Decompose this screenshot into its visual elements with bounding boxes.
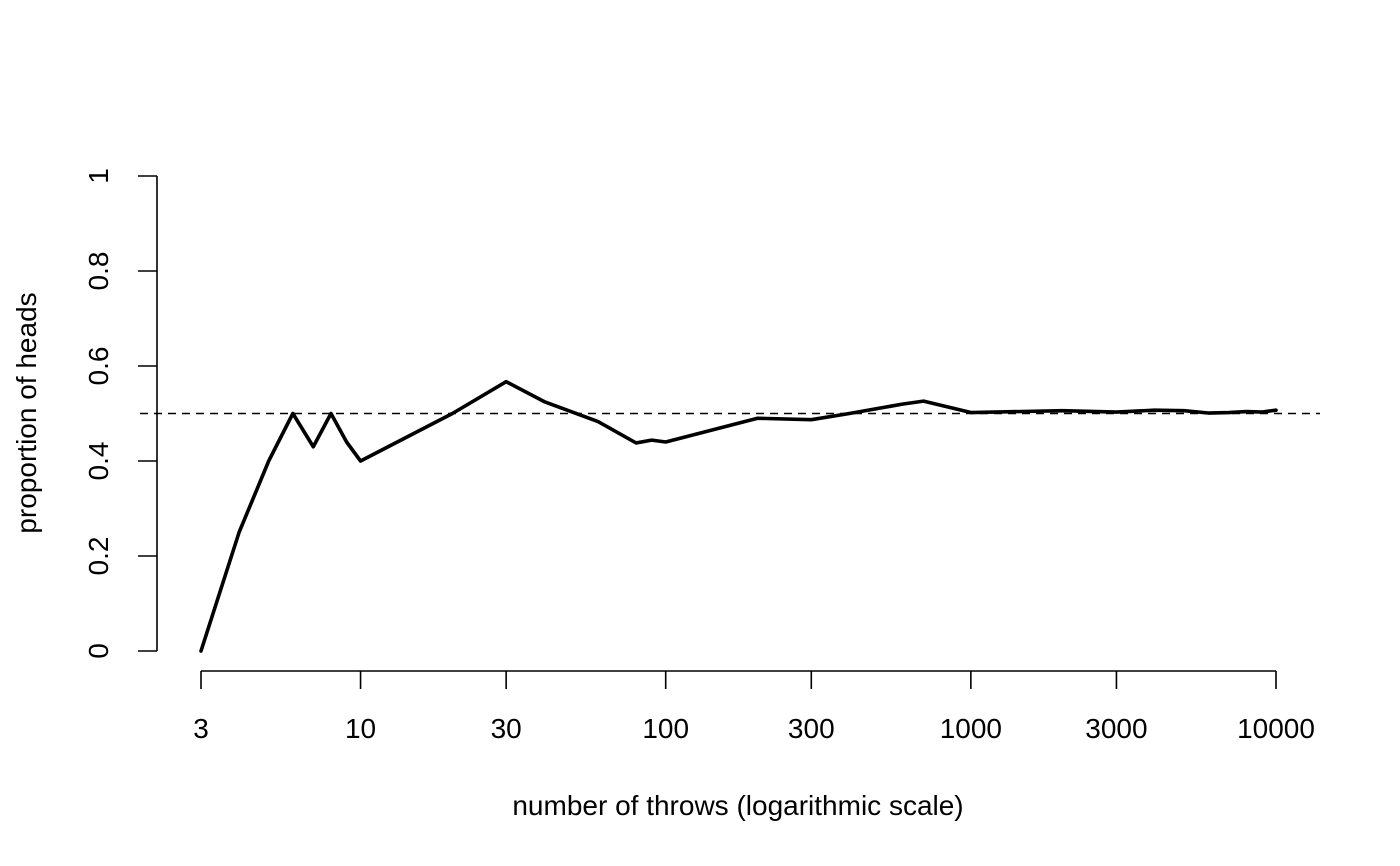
series-layer: [199, 379, 1278, 653]
x-tick-label: 3: [193, 713, 209, 744]
axes: 3 10 30 100 300 1000 3000 10000 0 0.2 0.4 0.6 0.8 1: [83, 168, 1315, 744]
y-tick-label: 1: [83, 168, 114, 184]
x-tick-label: 3000: [1085, 713, 1147, 744]
x-tick-label: 30: [491, 713, 522, 744]
series-line: [199, 379, 1278, 653]
y-axis-title: proportion of heads: [11, 292, 42, 533]
x-tick-label: 1000: [940, 713, 1002, 744]
y-tick-label: 0.8: [83, 252, 114, 291]
x-tick-label: 100: [642, 713, 689, 744]
y-tick-label: 0.2: [83, 537, 114, 576]
x-tick-label: 10: [345, 713, 376, 744]
y-tick-label: 0.4: [83, 442, 114, 481]
x-tick-label: 10000: [1237, 713, 1315, 744]
x-axis-title: number of throws (logarithmic scale): [512, 790, 963, 821]
y-tick-label: 0: [83, 643, 114, 659]
x-tick-label: 300: [788, 713, 835, 744]
y-tick-label: 0.6: [83, 347, 114, 386]
